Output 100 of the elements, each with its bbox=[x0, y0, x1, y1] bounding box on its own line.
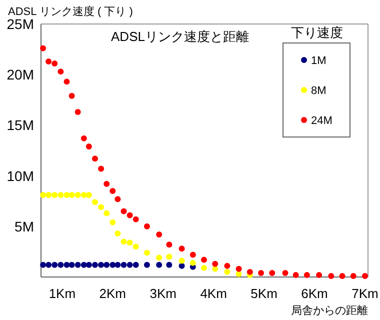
point bbox=[292, 272, 299, 278]
point bbox=[144, 262, 150, 268]
point bbox=[224, 262, 230, 269]
x-tick-label: 4Km bbox=[200, 286, 227, 301]
point bbox=[190, 260, 196, 266]
point bbox=[46, 58, 52, 64]
point bbox=[58, 262, 64, 268]
point bbox=[166, 254, 172, 260]
point bbox=[120, 238, 127, 245]
point bbox=[144, 250, 150, 256]
x-axis-title: 局舎からの距離 bbox=[291, 305, 368, 317]
point bbox=[236, 266, 242, 272]
point bbox=[190, 252, 196, 258]
point bbox=[68, 192, 75, 198]
point bbox=[80, 192, 87, 198]
point bbox=[126, 262, 133, 268]
point bbox=[114, 230, 121, 236]
y-axis-title: ADSL リンク速度 ( 下り ) bbox=[8, 5, 133, 18]
point bbox=[144, 223, 150, 230]
point bbox=[86, 143, 92, 150]
point bbox=[68, 92, 75, 99]
point bbox=[132, 244, 139, 250]
point bbox=[46, 192, 52, 198]
point bbox=[92, 262, 98, 268]
x-tick-label: 6Km bbox=[301, 286, 328, 301]
point bbox=[166, 242, 172, 248]
point bbox=[200, 256, 207, 263]
point bbox=[120, 262, 127, 268]
point bbox=[114, 196, 121, 202]
point bbox=[350, 272, 356, 279]
point bbox=[64, 262, 70, 268]
y-tick-label: 20M bbox=[6, 66, 34, 83]
point bbox=[120, 208, 127, 214]
point bbox=[40, 45, 46, 52]
point bbox=[64, 78, 70, 85]
point bbox=[132, 262, 139, 268]
point bbox=[156, 231, 162, 238]
point bbox=[98, 262, 104, 268]
point bbox=[98, 204, 104, 210]
point bbox=[258, 270, 264, 276]
y-tick-label: 5M bbox=[14, 218, 34, 234]
point bbox=[114, 262, 121, 268]
point bbox=[64, 192, 70, 198]
point bbox=[126, 212, 133, 218]
x-tick-label: 1Km bbox=[48, 286, 76, 301]
point bbox=[304, 272, 310, 278]
point bbox=[104, 180, 110, 187]
point bbox=[110, 219, 116, 226]
y-tick-label: 15M bbox=[6, 117, 34, 134]
x-tick-label: 3Km bbox=[150, 286, 176, 301]
point bbox=[68, 262, 75, 268]
point bbox=[316, 272, 322, 278]
point bbox=[74, 192, 81, 198]
point bbox=[178, 262, 185, 269]
x-tick-label: 7Km bbox=[352, 286, 378, 301]
point bbox=[58, 192, 64, 198]
point bbox=[52, 60, 58, 66]
point bbox=[178, 258, 185, 264]
point bbox=[80, 135, 87, 142]
x-tick-label: 2Km bbox=[99, 286, 126, 301]
point bbox=[178, 246, 185, 252]
point bbox=[104, 210, 110, 216]
point bbox=[74, 262, 81, 268]
point bbox=[328, 272, 334, 279]
point bbox=[92, 199, 98, 206]
chart-title: ADSLリンク速度と距離 bbox=[111, 29, 249, 44]
x-tick-label: 5Km bbox=[250, 286, 278, 301]
point bbox=[269, 270, 276, 276]
point bbox=[282, 270, 288, 276]
point bbox=[246, 268, 253, 275]
legend-label: 24M bbox=[311, 115, 332, 127]
point bbox=[126, 240, 133, 246]
point bbox=[156, 254, 162, 261]
point bbox=[110, 188, 116, 194]
point bbox=[212, 266, 218, 272]
legend-label: 8M bbox=[311, 85, 326, 97]
point bbox=[86, 262, 92, 268]
point bbox=[224, 268, 230, 275]
point bbox=[80, 262, 87, 268]
legend-title: 下り速度 bbox=[291, 25, 343, 40]
point bbox=[132, 216, 139, 222]
point bbox=[110, 262, 116, 268]
y-tick-label: 10M bbox=[6, 168, 34, 184]
legend-label: 1M bbox=[311, 55, 326, 67]
point bbox=[40, 192, 46, 198]
point bbox=[212, 260, 218, 267]
point bbox=[339, 272, 346, 279]
point bbox=[52, 192, 58, 198]
point bbox=[104, 262, 110, 268]
point bbox=[46, 262, 52, 268]
point bbox=[58, 68, 64, 75]
point bbox=[362, 272, 368, 279]
point bbox=[40, 262, 46, 268]
point bbox=[200, 264, 207, 271]
point bbox=[98, 166, 104, 172]
point bbox=[156, 262, 162, 268]
point bbox=[74, 109, 81, 116]
point bbox=[52, 262, 58, 268]
point bbox=[166, 262, 172, 268]
y-tick-label: 25M bbox=[6, 16, 34, 32]
